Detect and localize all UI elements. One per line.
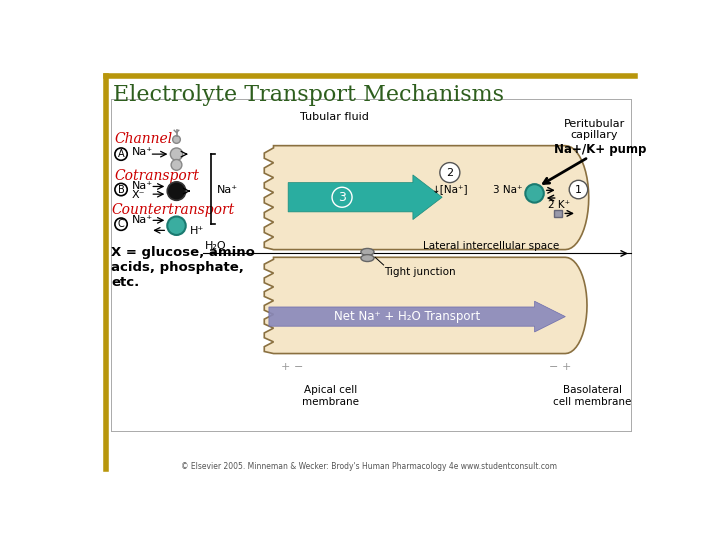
Text: +: + bbox=[562, 362, 571, 372]
Circle shape bbox=[167, 217, 186, 235]
Text: Electrolyte Transport Mechanisms: Electrolyte Transport Mechanisms bbox=[113, 84, 504, 106]
FancyArrow shape bbox=[288, 175, 442, 220]
Circle shape bbox=[570, 180, 588, 199]
Text: B: B bbox=[117, 185, 125, 194]
Text: Tight junction: Tight junction bbox=[384, 267, 456, 276]
Ellipse shape bbox=[361, 248, 374, 255]
Circle shape bbox=[173, 136, 180, 143]
Text: 3 Na⁺: 3 Na⁺ bbox=[492, 185, 522, 194]
Text: ↓[Na⁺]: ↓[Na⁺] bbox=[431, 184, 468, 194]
Text: 1: 1 bbox=[575, 185, 582, 194]
Text: Na+/K+ pump: Na+/K+ pump bbox=[554, 143, 646, 156]
Circle shape bbox=[171, 148, 183, 160]
Circle shape bbox=[115, 184, 127, 195]
Text: X = glucose, amino
acids, phosphate,
etc.: X = glucose, amino acids, phosphate, etc… bbox=[111, 246, 255, 289]
Text: Na⁺: Na⁺ bbox=[217, 185, 238, 194]
Text: 3: 3 bbox=[338, 191, 346, 204]
Circle shape bbox=[526, 184, 544, 202]
Text: Cotransport: Cotransport bbox=[115, 168, 200, 183]
Polygon shape bbox=[264, 257, 587, 354]
Bar bbox=[554, 210, 562, 217]
Text: H₂O: H₂O bbox=[205, 241, 227, 251]
Circle shape bbox=[167, 182, 186, 200]
Text: 2 K⁺: 2 K⁺ bbox=[549, 200, 570, 210]
Text: Na⁺: Na⁺ bbox=[132, 215, 153, 225]
Ellipse shape bbox=[361, 254, 374, 261]
Circle shape bbox=[171, 159, 182, 170]
Text: Basolateral
cell membrane: Basolateral cell membrane bbox=[553, 385, 631, 407]
Text: 2: 2 bbox=[446, 167, 454, 178]
Text: Apical cell
membrane: Apical cell membrane bbox=[302, 385, 359, 407]
Text: −: − bbox=[294, 362, 303, 372]
Circle shape bbox=[115, 148, 127, 160]
Text: Lateral intercellular space: Lateral intercellular space bbox=[423, 241, 559, 251]
Polygon shape bbox=[264, 146, 589, 249]
Text: Channel: Channel bbox=[115, 132, 173, 146]
Text: C: C bbox=[117, 219, 125, 229]
Text: X⁻: X⁻ bbox=[132, 190, 145, 200]
Text: +: + bbox=[281, 362, 291, 372]
Text: −: − bbox=[549, 362, 559, 372]
Text: Na⁺: Na⁺ bbox=[132, 181, 153, 192]
Text: Peritubular
capillary: Peritubular capillary bbox=[564, 119, 625, 140]
Circle shape bbox=[115, 218, 127, 231]
Text: © Elsevier 2005. Minneman & Wecker: Brody's Human Pharmacology 4e www.studentcon: © Elsevier 2005. Minneman & Wecker: Brod… bbox=[181, 462, 557, 471]
FancyArrow shape bbox=[269, 301, 565, 332]
Text: H⁺: H⁺ bbox=[190, 226, 204, 236]
Text: Countertransport: Countertransport bbox=[111, 202, 234, 217]
Text: Net Na⁺ + H₂O Transport: Net Na⁺ + H₂O Transport bbox=[334, 310, 481, 323]
Circle shape bbox=[440, 163, 460, 183]
Text: Na⁺: Na⁺ bbox=[132, 147, 153, 157]
Text: A: A bbox=[118, 149, 125, 159]
Text: Tubular fluid: Tubular fluid bbox=[300, 112, 369, 122]
